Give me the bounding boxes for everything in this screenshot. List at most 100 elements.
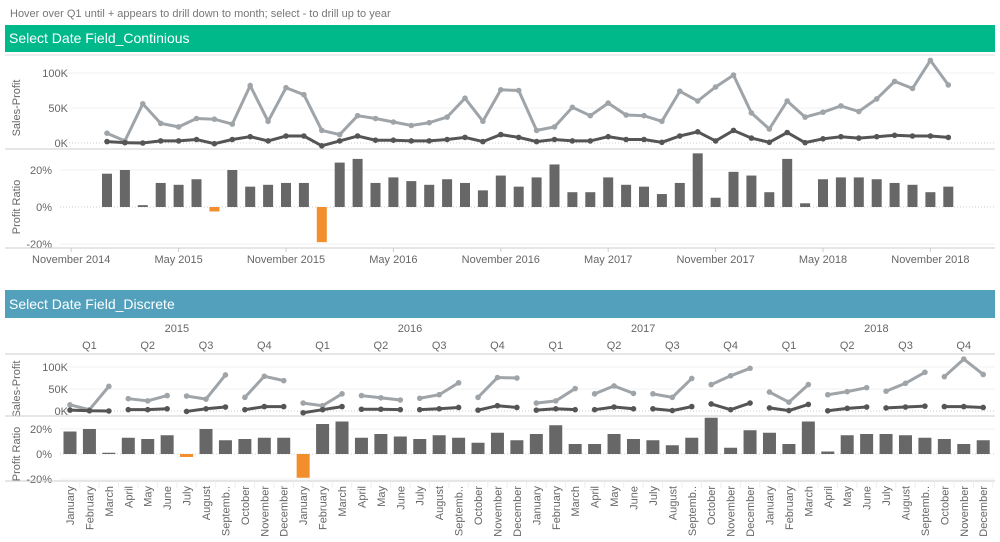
sales-point xyxy=(265,118,271,125)
month-label: June xyxy=(628,486,640,510)
month-label: October xyxy=(939,486,951,525)
quarter-label: Q3 xyxy=(898,340,913,352)
year-label: 2015 xyxy=(165,323,189,335)
quarter-label: Q4 xyxy=(257,340,272,352)
profit-point xyxy=(552,406,559,412)
sales-point xyxy=(336,131,343,138)
sales-profit-axis-title: Sales-Profit xyxy=(11,361,23,418)
profit-point xyxy=(641,136,647,143)
month-label: December xyxy=(978,486,990,537)
profit-ratio-bar xyxy=(432,435,446,454)
sales-point xyxy=(945,82,952,88)
ratio-tick-label: -20% xyxy=(26,474,52,486)
profit-ratio-bar xyxy=(531,177,542,207)
sales-point xyxy=(183,393,190,399)
profit-ratio-bar xyxy=(607,434,621,454)
profit-point xyxy=(844,405,850,412)
month-label: December xyxy=(512,486,524,537)
profit-ratio-bar xyxy=(121,437,135,454)
profit-point xyxy=(515,134,522,141)
profit-point xyxy=(175,138,182,144)
profit-ratio-bar xyxy=(821,451,835,454)
quarter-label: Q1 xyxy=(315,340,330,352)
profit-ratio-bar xyxy=(296,454,310,478)
profit-point xyxy=(339,403,345,410)
profit-ratio-bar xyxy=(943,186,954,207)
profit-point xyxy=(193,136,200,143)
x-tick-label: November 2015 xyxy=(247,254,325,266)
profit-ratio-bar xyxy=(656,194,667,207)
profit-point xyxy=(183,408,190,415)
sales-point xyxy=(444,114,450,120)
sales-point xyxy=(863,384,870,391)
quarter-label: Q1 xyxy=(548,340,563,352)
month-label: November xyxy=(259,486,271,537)
profit-ratio-bar xyxy=(277,437,291,454)
continuous-chart[interactable]: Sales-Profit Profit Ratio 100K 50K 0K 20% 0% -2… xyxy=(0,53,1000,288)
profit-point xyxy=(354,133,361,139)
sales-point xyxy=(824,391,831,398)
profit-point xyxy=(611,404,617,410)
sales-point xyxy=(222,372,229,378)
profit-ratio-bar xyxy=(724,447,738,454)
x-tick-label: November 2014 xyxy=(32,254,110,266)
sales-point xyxy=(909,85,916,92)
sales-point xyxy=(552,398,559,404)
sales-line xyxy=(69,385,111,412)
month-label: February xyxy=(551,486,563,531)
profit-point xyxy=(67,407,73,413)
sales-point xyxy=(611,383,617,389)
continuous-header: Select Date Field_Continious xyxy=(5,25,995,52)
profit-ratio-bar xyxy=(510,440,524,454)
month-label: March xyxy=(337,486,349,517)
sales-point xyxy=(426,119,433,126)
x-tick-label: November 2018 xyxy=(891,254,969,266)
x-tick-label: May 2015 xyxy=(154,254,202,266)
profit-point xyxy=(909,133,916,139)
profit-ratio-bar xyxy=(413,439,427,454)
month-label: January xyxy=(531,486,543,526)
profit-ratio-bar xyxy=(452,437,466,454)
month-label: June xyxy=(862,486,874,510)
sales-point xyxy=(104,130,110,136)
x-tick-label: May 2017 xyxy=(584,254,632,266)
sales-point xyxy=(319,402,326,409)
sales-point xyxy=(514,375,520,381)
sales-point xyxy=(372,115,379,122)
month-label: March xyxy=(104,486,116,517)
quarter-label: Q3 xyxy=(665,340,680,352)
sales-point xyxy=(784,98,790,104)
sales-point xyxy=(140,101,146,107)
sales-point xyxy=(747,365,753,372)
profit-point xyxy=(960,403,967,410)
profit-ratio-bar xyxy=(495,175,506,207)
profit-point xyxy=(265,138,271,144)
profit-ratio-bar xyxy=(957,444,971,454)
profit-ratio-bar xyxy=(490,432,504,454)
sales-point xyxy=(494,374,501,381)
sales-point xyxy=(802,114,808,120)
profit-ratio-bar xyxy=(209,207,220,212)
year-label: 2016 xyxy=(398,323,422,335)
sales-tick-label: 100K xyxy=(42,68,68,80)
profit-point xyxy=(372,137,379,143)
profit-point xyxy=(677,133,683,139)
month-label: May xyxy=(609,486,621,507)
month-label: April xyxy=(123,486,135,508)
profit-ratio-bar xyxy=(743,430,757,454)
sales-point xyxy=(551,124,558,130)
sales-point xyxy=(591,391,598,397)
profit-point xyxy=(319,406,326,413)
quarter-label: Q3 xyxy=(199,340,214,352)
profit-point xyxy=(688,403,695,410)
month-label: November xyxy=(726,486,738,537)
month-label: May xyxy=(376,486,388,507)
sales-point xyxy=(462,95,468,101)
quarter-label: Q3 xyxy=(432,340,447,352)
profit-point xyxy=(416,406,423,413)
sales-point xyxy=(766,389,773,395)
sales-point xyxy=(569,104,576,111)
profit-ratio-bar xyxy=(879,434,893,454)
sales-point xyxy=(694,98,701,104)
